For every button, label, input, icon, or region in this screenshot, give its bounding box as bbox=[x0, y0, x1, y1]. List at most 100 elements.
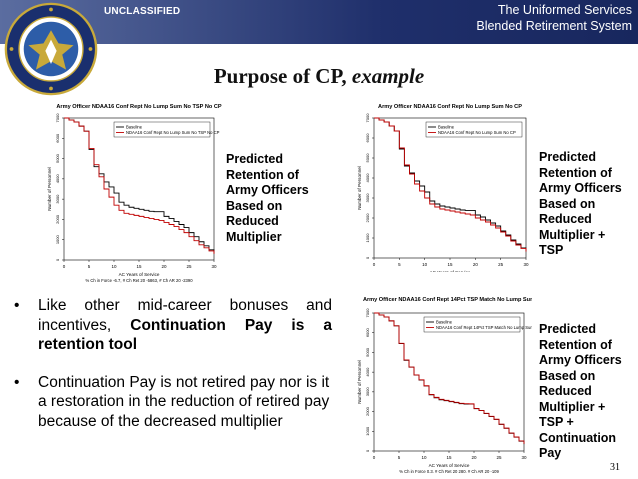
slide-title: Purpose of CP, example bbox=[0, 64, 638, 89]
x-tick-label: 20 bbox=[161, 264, 167, 269]
prediction-line: Army Officers bbox=[226, 183, 309, 197]
x-tick-label: 5 bbox=[398, 262, 401, 267]
x-tick-label: 0 bbox=[373, 455, 376, 460]
legend-box bbox=[113, 121, 211, 138]
slide-title-italic: example bbox=[351, 64, 425, 88]
prediction-line: Based on bbox=[226, 198, 283, 213]
y-tick-label: 0 bbox=[55, 258, 60, 261]
x-tick-label: 20 bbox=[473, 262, 479, 267]
prediction-line: Multiplier + bbox=[539, 399, 606, 414]
y-tick-label: 6000 bbox=[365, 327, 370, 337]
x-axis-summary: % Ch in Force -6.7, # Ch Ret 20 -5863, #… bbox=[85, 278, 193, 283]
page-number: 31 bbox=[610, 462, 620, 473]
series-line-scenario bbox=[374, 117, 527, 252]
prediction-line: Army Officers bbox=[539, 181, 622, 195]
legend-box bbox=[423, 316, 521, 333]
x-tick-label: 0 bbox=[63, 264, 66, 269]
chart-retention-no-tsp: Army Officer NDAA16 Conf Rept No Lump Su… bbox=[47, 104, 222, 283]
x-tick-label: 15 bbox=[136, 264, 142, 269]
bullet-text: Continuation Pay is not retired pay nor … bbox=[38, 373, 330, 430]
plot-area bbox=[63, 117, 215, 261]
prediction-line: Predicted bbox=[226, 152, 283, 166]
y-tick-label: 5000 bbox=[365, 347, 370, 357]
classification-label: UNCLASSIFIED bbox=[104, 6, 181, 17]
y-axis-label: Number of Personnel bbox=[357, 166, 362, 209]
x-axis-summary: % Ch in Force 0.3, # Ch Ret 20 280, # Ch… bbox=[399, 469, 499, 473]
x-tick-label: 10 bbox=[421, 455, 427, 460]
x-tick-label: 10 bbox=[422, 262, 428, 267]
y-tick-label: 3000 bbox=[365, 193, 370, 203]
y-tick-label: 1000 bbox=[55, 234, 60, 244]
legend-entry: NDAA16 Conf Rept 14Pct TSP Match No Lump… bbox=[436, 325, 532, 330]
y-axis-label: Number of Personnel bbox=[47, 167, 52, 210]
prediction-label-3: Predicted Retention of Army Officers Based … bbox=[539, 322, 622, 462]
prediction-line: Army Officers bbox=[539, 353, 622, 367]
prediction-line: Pay bbox=[539, 446, 562, 460]
bullet-list: • Like other mid-career bonuses and ince… bbox=[14, 296, 332, 449]
y-tick-label: 5000 bbox=[365, 153, 370, 163]
prediction-line: Predicted bbox=[539, 322, 596, 336]
prediction-line: Reduced bbox=[226, 214, 279, 228]
prediction-label-1: Predicted Retention of Army Officers Based … bbox=[226, 152, 309, 245]
prediction-line: Reduced bbox=[539, 384, 592, 398]
x-tick-label: 30 bbox=[521, 455, 527, 460]
x-axis-label: AC Years of Service bbox=[119, 272, 160, 277]
bullet-item: • Continuation Pay is not retired pay no… bbox=[14, 373, 332, 432]
y-tick-label: 2000 bbox=[55, 214, 60, 224]
prediction-line: Multiplier + bbox=[539, 227, 606, 242]
y-tick-label: 2000 bbox=[365, 213, 370, 223]
y-tick-label: 4000 bbox=[55, 174, 60, 184]
prediction-line: Retention of bbox=[539, 165, 612, 180]
series-line-scenario bbox=[64, 117, 215, 254]
legend-entry: Baseline bbox=[126, 125, 143, 130]
prediction-line: TSP + bbox=[539, 415, 574, 429]
y-tick-label: 0 bbox=[365, 256, 370, 259]
legend-box bbox=[425, 121, 523, 138]
legend-entry: NDAA16 Conf Rept No Lump Sum No TSP No C… bbox=[126, 130, 220, 135]
y-tick-label: 7000 bbox=[365, 308, 370, 318]
bullet-dot-icon: • bbox=[14, 373, 20, 391]
prediction-line: Predicted bbox=[539, 150, 596, 164]
prediction-line: Reduced bbox=[539, 212, 592, 226]
x-tick-label: 15 bbox=[446, 455, 452, 460]
chart-title: Army Officer NDAA16 Conf Rept No Lump Su… bbox=[56, 104, 222, 110]
legend-entry: Baseline bbox=[436, 320, 453, 325]
x-tick-label: 5 bbox=[88, 264, 91, 269]
x-tick-label: 25 bbox=[186, 264, 192, 269]
header-title-line1: The Uniformed Services bbox=[497, 3, 632, 17]
bullet-dot-icon: • bbox=[14, 297, 20, 314]
legend-entry: NDAA16 Conf Rept No Lump Sum No CP bbox=[438, 130, 516, 135]
x-tick-label: 30 bbox=[211, 264, 217, 269]
x-tick-label: 30 bbox=[523, 262, 529, 267]
y-tick-label: 5000 bbox=[55, 153, 60, 163]
header-title-line2: Blended Retirement System bbox=[476, 19, 632, 33]
y-tick-label: 1000 bbox=[365, 233, 370, 243]
y-tick-label: 4000 bbox=[365, 367, 370, 377]
x-tick-label: 25 bbox=[498, 262, 504, 267]
series-line-baseline bbox=[374, 117, 527, 251]
y-tick-label: 4000 bbox=[365, 173, 370, 183]
chart-retention-tsp-cp: Army Officer NDAA16 Conf Rept 14Pct TSP … bbox=[357, 297, 532, 473]
x-tick-label: 25 bbox=[496, 455, 502, 460]
y-axis-label: Number of Personnel bbox=[357, 360, 362, 403]
series-line-scenario bbox=[374, 312, 525, 444]
department-of-defense-seal-icon bbox=[4, 2, 98, 96]
plot-area bbox=[373, 117, 527, 259]
prediction-line: Retention of bbox=[226, 167, 299, 182]
prediction-line: Continuation bbox=[539, 430, 617, 445]
x-tick-label: 0 bbox=[373, 262, 376, 267]
prediction-line: Based on bbox=[539, 196, 596, 211]
y-tick-label: 7000 bbox=[365, 113, 370, 123]
bullet-text: Like other mid-career bonuses and incent… bbox=[38, 297, 332, 334]
x-tick-label: 10 bbox=[111, 264, 117, 269]
x-tick-label: 15 bbox=[447, 262, 453, 267]
plot-area bbox=[373, 312, 525, 452]
prediction-line: TSP bbox=[539, 243, 564, 257]
chart-title: Army Officer NDAA16 Conf Rept No Lump Su… bbox=[378, 104, 522, 110]
prediction-line: Based on bbox=[539, 368, 596, 383]
x-tick-label: 20 bbox=[471, 455, 477, 460]
x-tick-label: 5 bbox=[398, 455, 401, 460]
bullet-bold-text: Continuation Pay is a retention tool bbox=[38, 316, 332, 354]
y-tick-label: 1000 bbox=[365, 426, 370, 436]
header-banner bbox=[0, 0, 638, 44]
